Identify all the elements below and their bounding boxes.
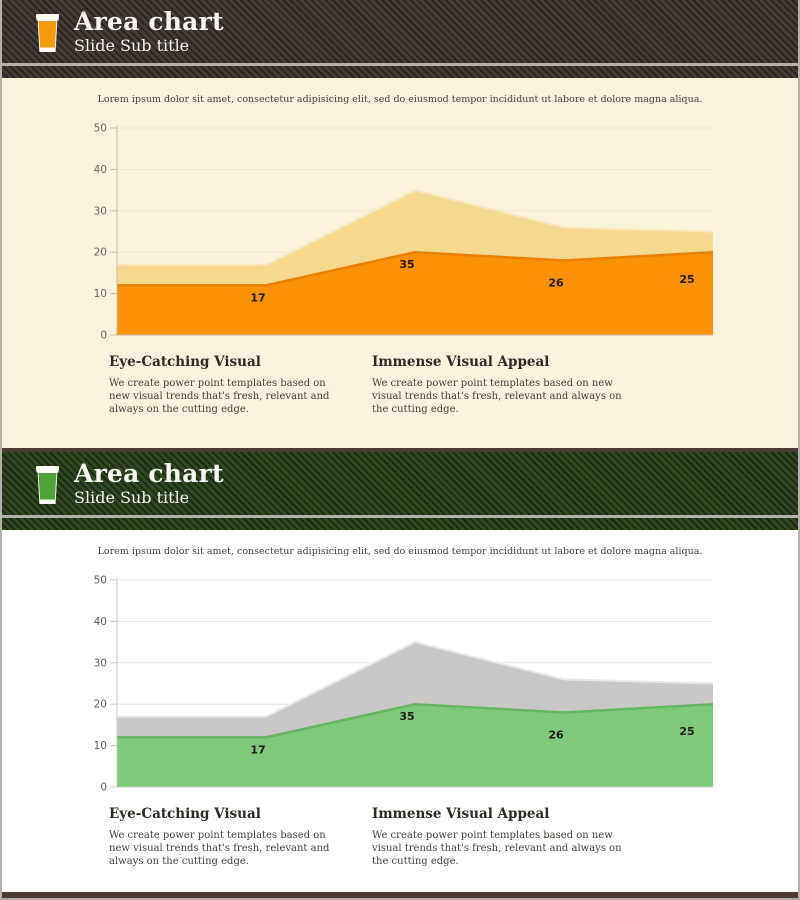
column-heading: Eye-Catching Visual [109, 354, 261, 370]
header-accent-line [2, 63, 798, 66]
column-heading: Eye-Catching Visual [109, 806, 261, 822]
svg-text:26: 26 [548, 276, 564, 289]
svg-text:40: 40 [94, 164, 107, 176]
svg-text:50: 50 [94, 123, 107, 135]
slide-subtitle: Slide Sub title [74, 36, 190, 56]
text-column: Immense Visual Appeal We create power po… [372, 806, 638, 869]
header-accent-line [2, 515, 798, 518]
svg-text:20: 20 [94, 699, 107, 711]
slide-title: Area chart [74, 7, 224, 36]
svg-text:30: 30 [94, 205, 107, 217]
svg-text:40: 40 [94, 616, 107, 628]
svg-text:0: 0 [100, 782, 107, 794]
slide-subtitle: Slide Sub title [74, 488, 190, 508]
svg-text:50: 50 [94, 575, 107, 587]
svg-text:25: 25 [679, 725, 694, 738]
text-column: Eye-Catching Visual We create power poin… [109, 806, 341, 869]
column-text: We create power point templates based on… [109, 830, 330, 868]
svg-text:10: 10 [94, 740, 107, 752]
slide-title: Area chart [74, 459, 224, 488]
slide-1: Area chart Slide Sub title Lorem ipsum d… [2, 0, 798, 452]
intro-text: Lorem ipsum dolor sit amet, consectetur … [97, 94, 703, 105]
beer-glass-icon [35, 466, 60, 504]
area-chart-orange: 0 10 20 30 40 50 17 35 26 25 [94, 123, 714, 342]
slide-1-body: Lorem ipsum dolor sit amet, consectetur … [2, 78, 798, 448]
slide-2-header: Area chart Slide Sub title [2, 452, 798, 530]
slide-2: Area chart Slide Sub title Lorem ipsum d… [2, 452, 798, 900]
area-chart-green: 0 10 20 30 40 50 17 35 26 25 [94, 575, 714, 794]
text-column: Immense Visual Appeal We create power po… [372, 354, 638, 417]
text-column: Eye-Catching Visual We create power poin… [109, 354, 341, 417]
slide-divider [2, 448, 798, 452]
bottom-edge [2, 898, 798, 900]
slide-1-header: Area chart Slide Sub title [2, 0, 798, 78]
svg-text:17: 17 [250, 743, 265, 756]
column-text: We create power point templates based on… [109, 378, 330, 416]
svg-text:10: 10 [94, 288, 107, 300]
column-text: We create power point templates based on… [372, 830, 622, 868]
column-text: We create power point templates based on… [372, 378, 622, 416]
bottom-bar [2, 892, 798, 898]
svg-text:26: 26 [548, 728, 564, 741]
intro-text: Lorem ipsum dolor sit amet, consectetur … [97, 546, 703, 557]
svg-text:0: 0 [100, 330, 107, 342]
svg-text:17: 17 [250, 291, 265, 304]
svg-text:35: 35 [399, 258, 414, 271]
svg-text:35: 35 [399, 710, 414, 723]
svg-text:20: 20 [94, 247, 107, 259]
svg-text:30: 30 [94, 657, 107, 669]
column-heading: Immense Visual Appeal [372, 806, 550, 822]
beer-glass-icon [35, 14, 60, 52]
column-heading: Immense Visual Appeal [372, 354, 550, 370]
svg-text:25: 25 [679, 273, 694, 286]
slide-2-body: Lorem ipsum dolor sit amet, consectetur … [2, 530, 798, 892]
